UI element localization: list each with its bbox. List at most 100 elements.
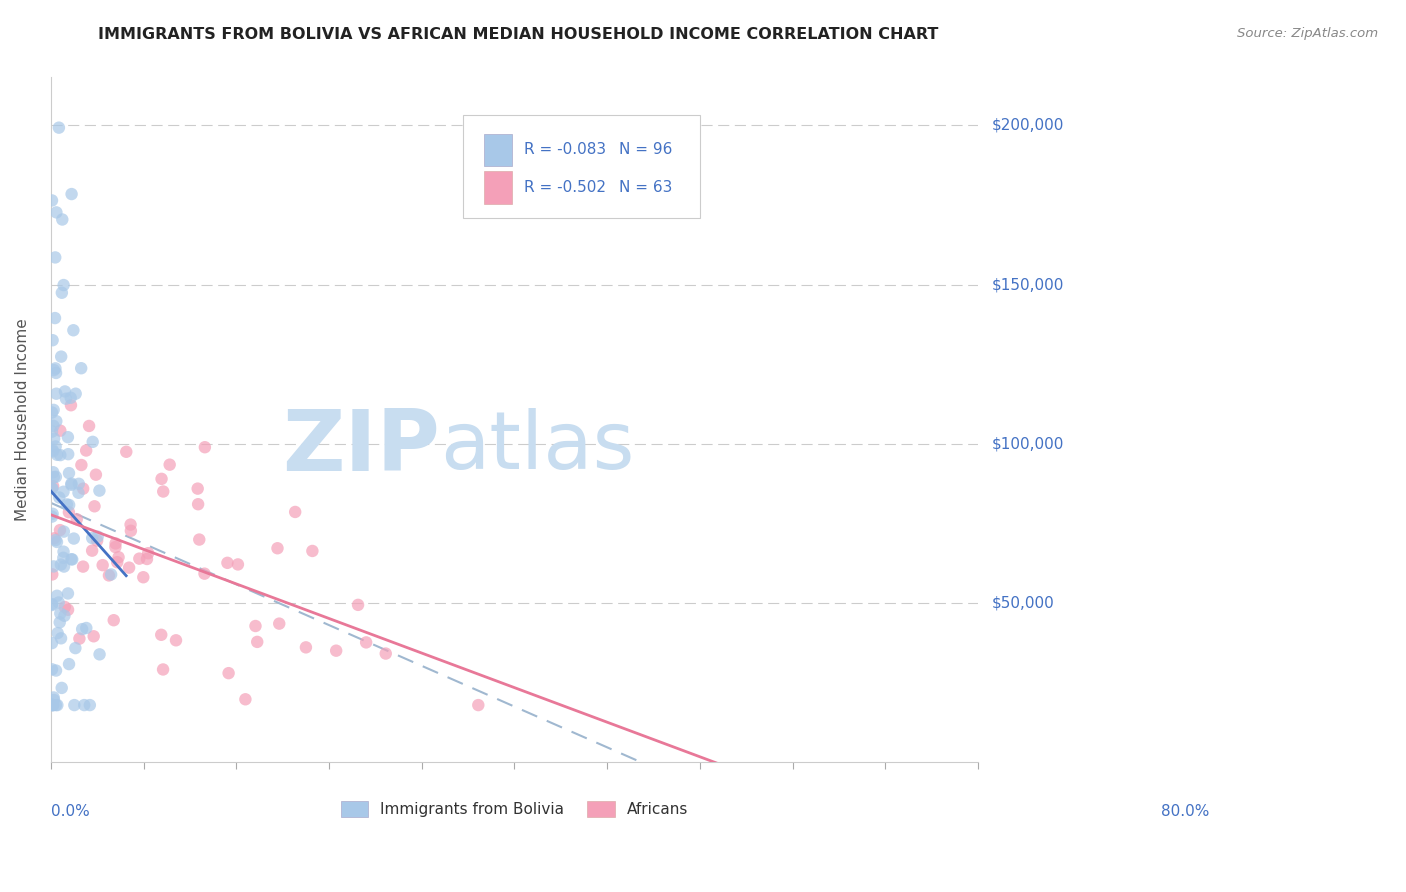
Point [41, 698, 63, 712]
Point [63, 698, 86, 712]
Point [67, 485, 90, 500]
Point [70, 361, 93, 376]
Point [82, 543, 104, 558]
Point [82, 531, 104, 545]
Point [55, 392, 77, 406]
Y-axis label: Median Household Income: Median Household Income [15, 318, 30, 521]
Point [284, 505, 307, 519]
Point [266, 541, 288, 556]
Point [51, 350, 73, 364]
Point [41, 509, 63, 524]
Point [41, 698, 63, 712]
Point [105, 555, 128, 569]
Text: N = 96: N = 96 [619, 142, 672, 157]
Legend: Immigrants from Bolivia, Africans: Immigrants from Bolivia, Africans [335, 795, 695, 823]
Point [49, 523, 72, 537]
Point [188, 533, 211, 547]
Point [51, 212, 73, 227]
Point [100, 567, 122, 582]
Point [269, 616, 291, 631]
Point [70, 458, 93, 472]
Point [246, 635, 269, 649]
Point [41, 567, 63, 582]
Point [42, 444, 65, 458]
Point [226, 558, 249, 572]
Text: N = 63: N = 63 [619, 180, 672, 195]
Point [53, 608, 76, 623]
Point [66, 512, 89, 526]
Point [45, 440, 67, 454]
Point [354, 635, 377, 649]
Text: Source: ZipAtlas.com: Source: ZipAtlas.com [1237, 27, 1378, 40]
Point [42, 690, 65, 705]
Point [49, 448, 72, 462]
Point [217, 556, 239, 570]
Point [42, 698, 65, 712]
Point [77, 419, 100, 434]
Point [83, 500, 105, 514]
Point [67, 476, 90, 491]
Text: IMMIGRANTS FROM BOLIVIA VS AFRICAN MEDIAN HOUSEHOLD INCOME CORRELATION CHART: IMMIGRANTS FROM BOLIVIA VS AFRICAN MEDIA… [98, 27, 939, 42]
Text: $100,000: $100,000 [991, 436, 1064, 451]
Point [83, 629, 105, 643]
Point [325, 643, 347, 657]
Point [75, 621, 97, 635]
Point [152, 663, 174, 677]
Point [42, 559, 65, 574]
Point [53, 600, 76, 615]
Point [53, 384, 76, 399]
Point [60, 187, 83, 202]
Point [58, 657, 80, 672]
Point [49, 558, 72, 572]
Point [467, 698, 489, 712]
Point [42, 363, 65, 377]
Point [60, 552, 83, 566]
Point [165, 633, 187, 648]
Point [52, 484, 75, 499]
Point [56, 430, 79, 444]
Point [41, 598, 63, 612]
Point [73, 698, 96, 712]
Text: R = -0.502: R = -0.502 [523, 180, 606, 195]
Point [59, 398, 82, 412]
Point [45, 205, 67, 219]
Point [41, 405, 63, 419]
Point [44, 531, 66, 545]
Point [45, 698, 67, 712]
Point [72, 559, 94, 574]
Point [295, 640, 318, 655]
Point [187, 497, 209, 511]
Point [45, 366, 67, 380]
Point [49, 607, 72, 621]
Point [60, 476, 83, 491]
Point [79, 698, 101, 712]
Text: $150,000: $150,000 [991, 277, 1064, 292]
Point [103, 613, 125, 627]
Point [86, 530, 108, 544]
Point [49, 632, 72, 646]
Point [52, 550, 75, 565]
Point [152, 484, 174, 499]
Point [49, 424, 72, 438]
Point [46, 626, 69, 640]
Point [128, 551, 150, 566]
Point [42, 418, 65, 433]
Point [45, 414, 67, 428]
Point [42, 698, 65, 712]
Point [82, 434, 104, 449]
Text: 80.0%: 80.0% [1161, 804, 1209, 819]
FancyBboxPatch shape [464, 115, 700, 218]
Point [51, 681, 73, 695]
Text: 0.0%: 0.0% [51, 804, 90, 819]
Point [44, 251, 66, 265]
Point [301, 544, 323, 558]
Point [45, 470, 67, 484]
Point [218, 666, 240, 681]
Point [46, 698, 69, 712]
Point [46, 448, 69, 462]
Point [132, 570, 155, 584]
Point [41, 425, 63, 439]
Point [46, 589, 69, 603]
Point [91, 558, 114, 573]
Point [41, 636, 63, 650]
